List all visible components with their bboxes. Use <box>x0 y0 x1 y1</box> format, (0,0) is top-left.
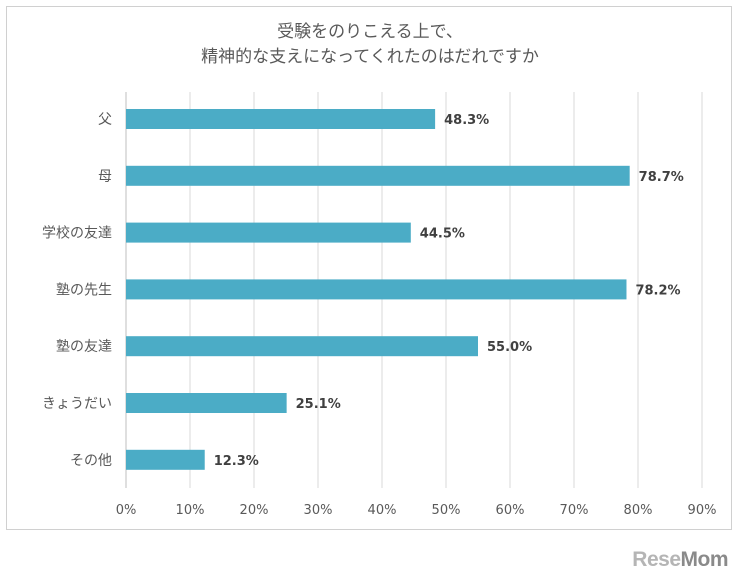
resemom-logo: Rese Mom <box>632 548 728 572</box>
category-label: その他 <box>70 453 112 469</box>
chart-title-line-2: 精神的な支えになってくれたのはだれですか <box>201 47 539 67</box>
category-label: 学校の友達 <box>42 225 112 242</box>
data-label: 12.3% <box>214 454 259 469</box>
data-label: 25.1% <box>296 397 341 412</box>
chart-title: 受験をのりこえる上で、 精神的な支えになってくれたのはだれですか <box>0 20 740 70</box>
logo-text-part-2: Mom <box>680 548 729 571</box>
data-label: 44.5% <box>420 227 465 242</box>
chart-title-line-1: 受験をのりこえる上で、 <box>277 22 463 42</box>
x-tick-label: 50% <box>432 503 461 518</box>
data-label: 78.7% <box>639 170 684 185</box>
bar <box>126 279 627 300</box>
bar <box>126 109 436 129</box>
x-tick-label: 80% <box>624 503 653 518</box>
bar <box>126 393 287 413</box>
category-label: きょうだい <box>42 396 112 412</box>
x-tick-label: 90% <box>688 503 717 518</box>
x-tick-label: 20% <box>240 503 269 518</box>
bar <box>126 336 478 357</box>
x-tick-label: 30% <box>304 503 333 518</box>
bar <box>126 222 411 243</box>
chart-frame <box>6 6 732 530</box>
category-label: 塾の先生 <box>56 282 112 298</box>
logo-text-part-1: Rese <box>632 548 681 571</box>
bar <box>126 165 630 186</box>
bar <box>126 449 205 470</box>
x-tick-label: 10% <box>176 503 205 518</box>
x-tick-label: 40% <box>368 503 397 518</box>
x-tick-label: 0% <box>116 503 137 518</box>
data-label: 78.2% <box>635 283 680 298</box>
category-label: 母 <box>98 169 112 185</box>
category-label: 父 <box>98 112 112 128</box>
data-label: 55.0% <box>487 340 532 355</box>
category-label: 塾の友達 <box>56 339 112 355</box>
x-tick-label: 60% <box>496 503 525 518</box>
data-label: 48.3% <box>444 113 489 128</box>
x-tick-label: 70% <box>560 503 589 518</box>
